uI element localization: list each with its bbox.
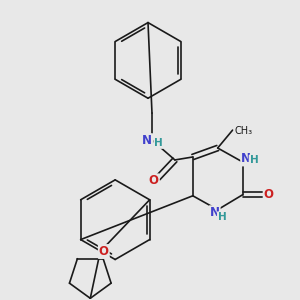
Text: O: O bbox=[149, 174, 159, 188]
Text: N: N bbox=[210, 206, 220, 219]
Text: N: N bbox=[241, 152, 251, 166]
Text: H: H bbox=[250, 155, 258, 166]
Text: CH₃: CH₃ bbox=[234, 126, 252, 136]
Text: N: N bbox=[142, 134, 152, 147]
Text: O: O bbox=[99, 245, 109, 258]
Text: H: H bbox=[218, 212, 226, 222]
Text: H: H bbox=[154, 138, 163, 148]
Text: O: O bbox=[264, 188, 274, 201]
